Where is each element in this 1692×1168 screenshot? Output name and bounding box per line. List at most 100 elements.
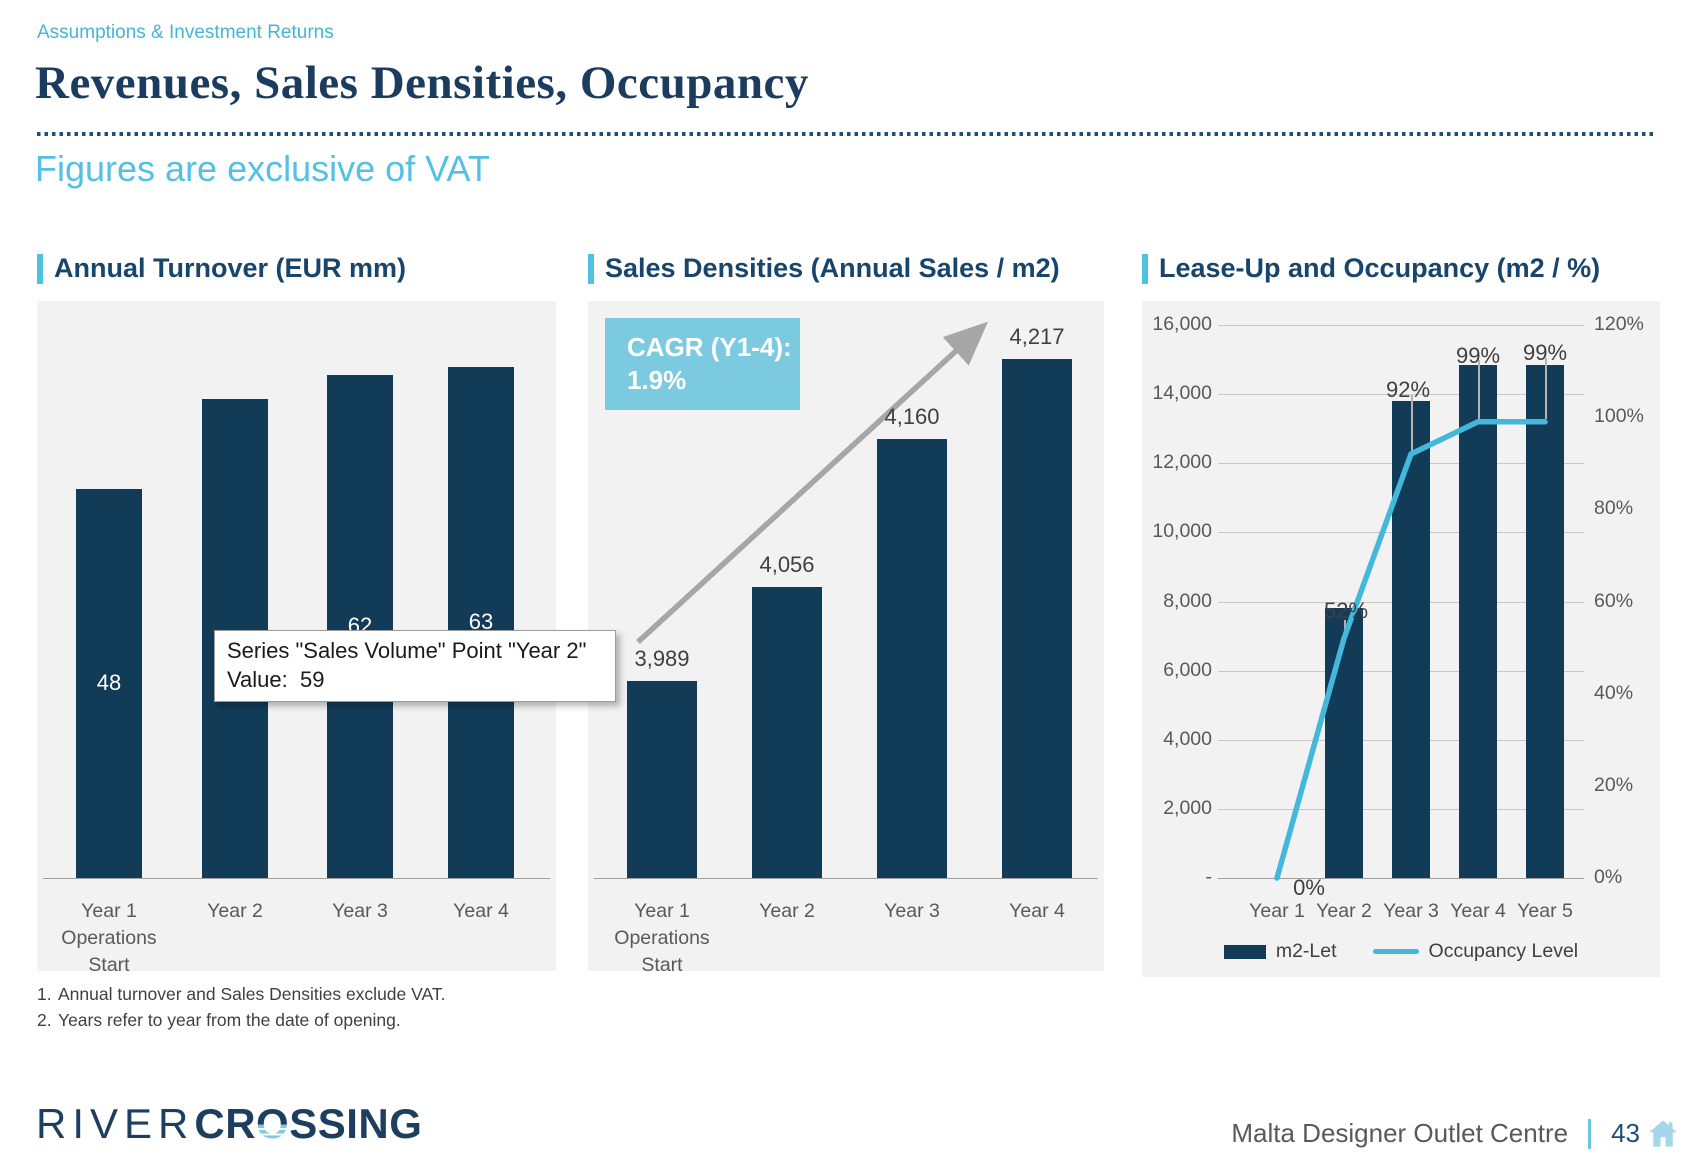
tooltip-series-line: Series "Sales Volume" Point "Year 2" xyxy=(227,638,587,663)
footnote-number: 2. xyxy=(37,1010,52,1030)
bar-year-2[interactable] xyxy=(752,586,822,878)
title-accent-bar xyxy=(1142,254,1148,284)
footnote-2: 2. Years refer to year from the date of … xyxy=(37,1010,401,1031)
footnote-1: 1. Annual turnover and Sales Densities e… xyxy=(37,984,446,1005)
x-axis-label: Year 1 Operations Start xyxy=(614,900,710,976)
legend-label-m2-let: m2-Let xyxy=(1275,940,1337,962)
footnote-text: Years refer to year from the date of ope… xyxy=(58,1010,401,1030)
chart-title-lease-up-occupancy: Lease-Up and Occupancy (m2 / %) xyxy=(1142,253,1600,284)
legend-label-occupancy: Occupancy Level xyxy=(1428,940,1579,962)
right-axis-tick: 80% xyxy=(1594,497,1634,520)
bar-year-4[interactable] xyxy=(1459,364,1497,878)
bar-year-4[interactable] xyxy=(1002,358,1072,878)
logo-crossing-start: CR xyxy=(194,1100,257,1147)
chart-title-text: Annual Turnover (EUR mm) xyxy=(54,253,407,283)
page-subtitle: Figures are exclusive of VAT xyxy=(35,148,490,189)
left-axis-tick: 4,000 xyxy=(1163,727,1212,750)
bar-year-3[interactable] xyxy=(327,374,393,878)
cagr-label-line2: 1.9% xyxy=(627,365,687,395)
x-axis-label: Year 3 xyxy=(332,900,388,922)
right-axis-tick: 120% xyxy=(1594,313,1644,335)
x-axis-label: Year 5 xyxy=(1517,900,1573,922)
bar-value-label: 48 xyxy=(96,670,122,696)
label-leader-line xyxy=(1411,395,1413,451)
footer-right: Malta Designer Outlet Centre 43 xyxy=(1231,1118,1678,1149)
bar-year-4[interactable] xyxy=(448,366,514,878)
bar-value-label: 4,160 xyxy=(884,404,940,430)
bar-year-5[interactable] xyxy=(1526,364,1564,878)
x-axis-label: Year 4 xyxy=(453,900,509,922)
title-accent-bar xyxy=(588,254,594,284)
x-axis-label: Year 2 xyxy=(1316,900,1372,922)
bar-year-1[interactable] xyxy=(627,681,697,878)
label-leader-line xyxy=(1344,620,1346,635)
x-axis-label: Year 1 xyxy=(1249,900,1305,922)
breadcrumb-section-label: Assumptions & Investment Returns xyxy=(37,22,334,43)
right-axis-tick: 20% xyxy=(1594,773,1634,796)
right-axis-tick: 60% xyxy=(1594,589,1634,612)
bar-year-3[interactable] xyxy=(1392,401,1430,878)
page-title: Revenues, Sales Densities, Occupancy xyxy=(35,57,809,109)
legend-bar-swatch[interactable] xyxy=(1223,944,1266,959)
right-axis-tick: 100% xyxy=(1594,405,1644,428)
logo-crossing-end: SSING xyxy=(289,1100,423,1147)
bar-value-label: 3,989 xyxy=(634,646,690,672)
dotted-divider xyxy=(37,132,1655,136)
left-axis-tick: 16,000 xyxy=(1152,313,1212,335)
occupancy-point-label: 99% xyxy=(1455,343,1501,368)
cagr-label-line1: CAGR (Y1-4): xyxy=(627,332,792,362)
gridline xyxy=(1218,325,1584,326)
occupancy-point-label: 99% xyxy=(1522,340,1568,365)
bar-year-3[interactable] xyxy=(877,439,947,878)
footer-separator xyxy=(1588,1118,1592,1149)
occupancy-point-label: 52% xyxy=(1323,598,1369,623)
tooltip-value-line: Value: 59 xyxy=(227,667,325,692)
left-axis-tick: 12,000 xyxy=(1152,451,1212,474)
legend-line-swatch[interactable] xyxy=(1372,949,1419,954)
chart-title-annual-turnover: Annual Turnover (EUR mm) xyxy=(37,253,406,284)
occupancy-point-label: 92% xyxy=(1385,377,1431,402)
chart-legend: m2-Let Occupancy Level xyxy=(1142,940,1660,963)
title-accent-bar xyxy=(37,254,43,284)
logo-river: RIVER xyxy=(36,1100,195,1147)
x-axis-line xyxy=(594,878,1098,879)
x-axis-label: Year 4 xyxy=(1009,900,1065,922)
x-axis-label: Year 2 xyxy=(759,900,815,922)
cagr-annotation[interactable]: CAGR (Y1-4): 1.9% xyxy=(605,318,800,410)
left-axis-tick: - xyxy=(1205,866,1213,888)
rivercrossing-logo: RIVERCROSSING xyxy=(36,1100,422,1148)
right-axis-tick: 0% xyxy=(1594,866,1623,889)
label-leader-line xyxy=(1545,358,1547,419)
left-axis-tick: 10,000 xyxy=(1152,520,1212,543)
chart-title-text: Sales Densities (Annual Sales / m2) xyxy=(605,253,1060,283)
bar-value-label: 4,056 xyxy=(759,551,815,577)
sales-densities-chart-area[interactable]: CAGR (Y1-4): 1.9% 3,989 4,056 4,160 4,217 Ye… xyxy=(588,301,1104,976)
page-number: 43 xyxy=(1611,1118,1640,1148)
x-axis-label: Year 3 xyxy=(884,900,940,922)
gridline xyxy=(1218,394,1584,396)
left-axis-tick: 8,000 xyxy=(1163,589,1212,612)
footnote-text: Annual turnover and Sales Densities excl… xyxy=(58,984,446,1004)
right-axis-tick: 40% xyxy=(1594,681,1634,704)
logo-wave-o: O xyxy=(256,1100,290,1147)
bar-value-label: 4,217 xyxy=(1009,323,1065,349)
chart-title-text: Lease-Up and Occupancy (m2 / %) xyxy=(1159,253,1601,283)
left-axis-tick: 6,000 xyxy=(1163,658,1212,681)
label-leader-line xyxy=(1478,360,1480,419)
x-axis-line xyxy=(43,878,550,879)
x-axis-label: Year 1 Operations Start xyxy=(61,900,157,976)
home-icon xyxy=(1649,1120,1677,1147)
occupancy-point-label: 0% xyxy=(1293,875,1325,900)
left-axis-tick: 14,000 xyxy=(1152,382,1212,405)
bar-year-1[interactable] xyxy=(76,488,142,878)
x-axis-label: Year 4 xyxy=(1450,900,1506,922)
bar-year-2[interactable] xyxy=(1325,608,1363,878)
x-axis-line xyxy=(1218,878,1584,879)
lease-up-occupancy-chart-area[interactable]: m2-Let Occupancy Level 16,000 14,000 12,00… xyxy=(1142,301,1660,977)
left-axis-tick: 2,000 xyxy=(1163,796,1212,819)
footnote-number: 1. xyxy=(37,984,52,1004)
x-axis-label: Year 2 xyxy=(207,900,263,922)
chart-point-tooltip: Series "Sales Volume" Point "Year 2" Val… xyxy=(214,630,616,702)
occupancy-line[interactable] xyxy=(1142,301,1660,977)
